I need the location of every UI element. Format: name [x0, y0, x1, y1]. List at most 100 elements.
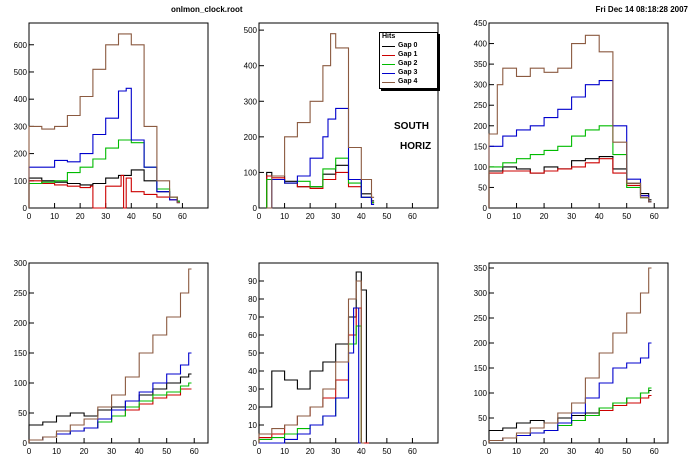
panel-6: 0 10 20 30 40 50 60 0 50 100 150 200 250 300 350 [474, 262, 669, 456]
y-tick-label: 40 [248, 367, 257, 376]
y-tick-label: 100 [14, 379, 28, 388]
x-tick-label: 30 [101, 212, 110, 221]
series-gap-3 [488, 80, 652, 208]
series-gap-4 [488, 34, 652, 208]
x-tick-label: 40 [127, 212, 136, 221]
series-gap-4 [28, 268, 192, 443]
y-tick-label: 250 [14, 289, 28, 298]
y-tick-label: 50 [478, 183, 487, 192]
x-tick-label: 20 [76, 212, 85, 221]
x-tick-label: 60 [650, 212, 659, 221]
panel-3: 0 10 20 30 40 50 60 0 50 100 150 200 250 300 350 400 450 [474, 19, 669, 221]
y-tick-label: 200 [244, 133, 258, 142]
series-gap-2 [488, 125, 652, 208]
series-gap-2 [28, 382, 192, 443]
y-tick-label: 200 [14, 150, 28, 159]
legend-swatch [382, 73, 395, 74]
x-tick-label: 20 [306, 212, 315, 221]
y-tick-label: 400 [474, 40, 488, 49]
x-tick-label: 20 [80, 447, 89, 456]
y-tick-label: 100 [474, 163, 488, 172]
y-tick-label: 250 [474, 101, 488, 110]
x-tick-label: 20 [306, 447, 315, 456]
x-tick-label: 30 [567, 212, 576, 221]
x-tick-label: 50 [382, 212, 391, 221]
x-tick-label: 10 [280, 212, 289, 221]
x-tick-label: 30 [331, 212, 340, 221]
x-tick-label: 60 [408, 212, 417, 221]
series-gap-4 [258, 280, 364, 444]
panel-2: 0 10 20 30 40 50 60 0 100 200 300 400 500 [244, 22, 439, 221]
legend-swatch [382, 46, 395, 47]
x-tick-label: 40 [357, 447, 366, 456]
x-tick-label: 0 [487, 447, 492, 456]
x-tick-label: 10 [512, 212, 521, 221]
series-gap-2 [28, 139, 180, 208]
y-tick-label: 500 [14, 68, 28, 77]
plot-frame [258, 22, 439, 209]
series-gap-0 [28, 373, 192, 443]
x-tick-label: 60 [408, 447, 417, 456]
series-gap-4 [28, 33, 180, 208]
x-tick-label: 50 [152, 212, 161, 221]
series-gap-1 [488, 158, 652, 208]
x-tick-label: 50 [162, 447, 171, 456]
series-gap-0 [258, 271, 369, 444]
x-tick-label: 40 [595, 447, 604, 456]
x-tick-label: 60 [190, 447, 199, 456]
y-tick-label: 60 [248, 331, 257, 340]
series-gap-4 [266, 33, 375, 209]
series-gap-3 [259, 307, 362, 444]
x-tick-label: 0 [27, 447, 32, 456]
series-gap-1 [258, 307, 369, 444]
annotation-horiz: HORIZ [400, 141, 432, 152]
series-gap-2 [266, 157, 375, 208]
legend-swatch [382, 64, 395, 65]
legend-swatch [382, 82, 395, 83]
y-tick-label: 200 [474, 122, 488, 131]
legend-label: Gap 2 [398, 60, 418, 67]
x-tick-label: 40 [595, 212, 604, 221]
legend-swatch [382, 55, 395, 56]
y-tick-label: 100 [244, 168, 258, 177]
y-tick-label: 90 [248, 277, 257, 286]
x-tick-label: 10 [52, 447, 61, 456]
legend-entry-gap4: Gap 4 [382, 78, 434, 87]
y-tick-label: 300 [474, 81, 488, 90]
y-tick-label: 200 [474, 339, 488, 348]
y-tick-label: 0 [23, 204, 28, 213]
x-tick-label: 60 [178, 212, 187, 221]
x-tick-label: 40 [135, 447, 144, 456]
y-tick-label: 0 [23, 439, 28, 448]
x-tick-label: 50 [622, 447, 631, 456]
y-tick-label: 400 [14, 95, 28, 104]
legend: Hits Gap 0 Gap 1 Gap 2 Gap 3 Gap 4 [379, 32, 438, 89]
x-tick-label: 0 [27, 212, 32, 221]
x-tick-label: 50 [382, 447, 391, 456]
y-tick-label: 200 [14, 319, 28, 328]
legend-entry-gap0: Gap 0 [382, 42, 434, 51]
y-tick-label: 350 [474, 60, 488, 69]
x-tick-label: 20 [540, 212, 549, 221]
y-tick-label: 350 [474, 264, 488, 273]
series-gap-1 [28, 388, 192, 443]
plot-frame [28, 22, 209, 209]
y-tick-label: 450 [474, 19, 488, 28]
y-tick-label: 100 [14, 177, 28, 186]
x-tick-label: 50 [622, 212, 631, 221]
x-tick-label: 60 [650, 447, 659, 456]
y-tick-label: 500 [244, 26, 258, 35]
plot-frame [488, 22, 669, 209]
y-tick-label: 300 [14, 122, 28, 131]
y-tick-label: 50 [248, 349, 257, 358]
x-tick-label: 10 [50, 212, 59, 221]
y-tick-label: 300 [14, 259, 28, 268]
annotation-south: SOUTH [394, 121, 429, 132]
series-gap-1 [28, 174, 180, 209]
y-tick-label: 150 [474, 142, 488, 151]
y-tick-label: 300 [244, 97, 258, 106]
y-tick-label: 10 [248, 421, 257, 430]
panel-5: 0 10 20 30 40 50 60 0 10 20 30 40 50 60 70 80 90 [248, 262, 439, 456]
y-tick-label: 600 [14, 41, 28, 50]
